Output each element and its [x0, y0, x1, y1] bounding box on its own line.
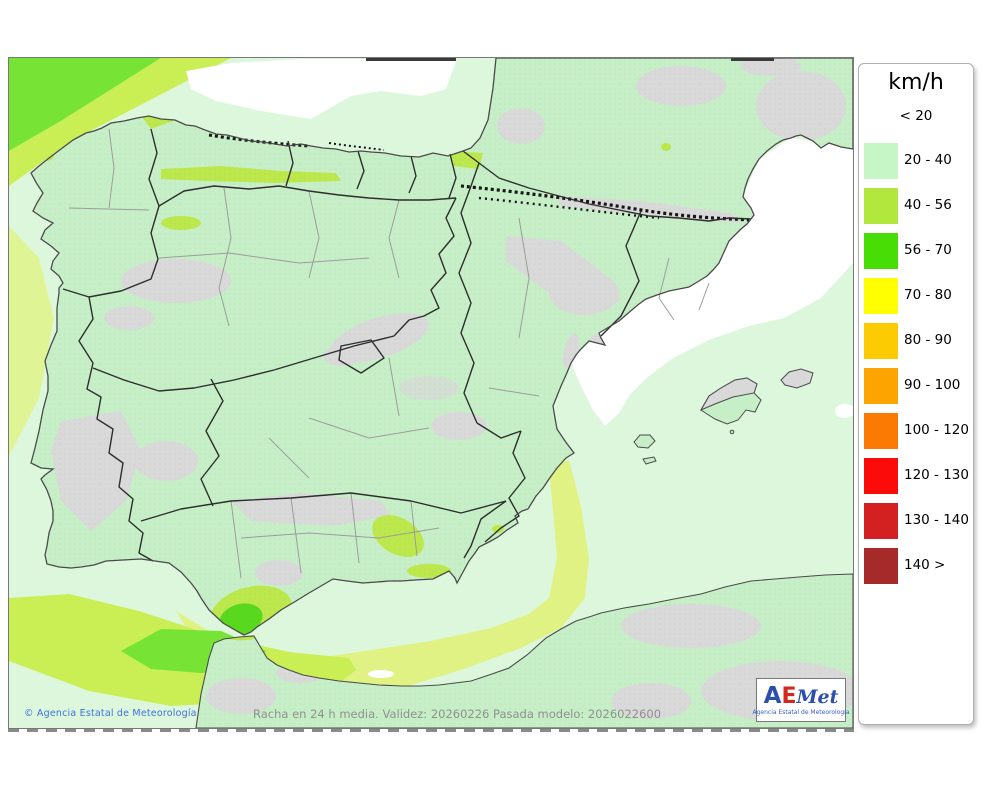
legend-color-swatch [864, 278, 898, 314]
logo-letter-e: E [781, 684, 797, 709]
aemet-logo-wordmark: AEMet [764, 685, 839, 708]
region-borders [62, 128, 752, 562]
legend-title: km/h [888, 70, 944, 95]
legend-entry-label: 120 - 130 [904, 467, 969, 483]
legend-color-swatch [864, 188, 898, 224]
legend-entry: 80 - 90 [859, 323, 973, 359]
legend-color-swatch [864, 323, 898, 359]
legend-entry-label: 56 - 70 [904, 242, 952, 258]
balearic-islands [633, 368, 814, 465]
legend-entry-label: 20 - 40 [904, 152, 952, 168]
legend-entry: 140 > [859, 548, 973, 584]
spain-wind-gust-map [9, 58, 853, 728]
aemet-logo-subtitle: Agencia Estatal de Meteorología [752, 709, 850, 716]
aemet-logo: AEMet Agencia Estatal de Meteorología [753, 678, 850, 722]
legend-color-swatch [864, 458, 898, 494]
legend-entry: 56 - 70 [859, 233, 973, 269]
legend-color-swatch [864, 503, 898, 539]
legend-entry: 70 - 80 [859, 278, 973, 314]
province-borders [68, 128, 710, 579]
legend-color-swatch [864, 233, 898, 269]
legend-color-swatch [864, 413, 898, 449]
legend-entry: 100 - 120 [859, 413, 973, 449]
legend-entry: 120 - 130 [859, 458, 973, 494]
logo-letter-a: A [763, 683, 782, 709]
legend-entry-label: 140 > [904, 557, 946, 573]
legend-entry: 40 - 56 [859, 188, 973, 224]
mountain-hatching [208, 133, 750, 222]
map-area: © Agencia Estatal de Meteorología Racha … [8, 57, 854, 729]
legend-entry-label: 100 - 120 [904, 422, 969, 438]
legend-color-swatch [864, 368, 898, 404]
legend-entry-label: 70 - 80 [904, 287, 952, 303]
legend-color-swatch [864, 548, 898, 584]
legend-entry: < 20 [899, 108, 933, 124]
legend-entry-label: 90 - 100 [904, 377, 961, 393]
model-info-text: Racha en 24 h media. Validez: 20260226 P… [253, 707, 662, 721]
wind-speed-legend: km/h < 20 20 - 40 40 - 56 56 - 70 70 - 80 80 … [858, 63, 974, 725]
legend-entry-label: 80 - 90 [904, 332, 952, 348]
map-ruler-ticks [8, 729, 854, 732]
legend-entry: 20 - 40 [859, 143, 973, 179]
logo-letters-met: Met [796, 686, 839, 708]
legend-entry-label: 40 - 56 [904, 197, 952, 213]
legend-color-swatch [864, 143, 898, 179]
legend-entry-label: 130 - 140 [904, 512, 969, 528]
frame-ticks [366, 58, 774, 61]
legend-entry: 130 - 140 [859, 503, 973, 539]
copyright-text: © Agencia Estatal de Meteorología [24, 708, 197, 719]
legend-entry: 90 - 100 [859, 368, 973, 404]
